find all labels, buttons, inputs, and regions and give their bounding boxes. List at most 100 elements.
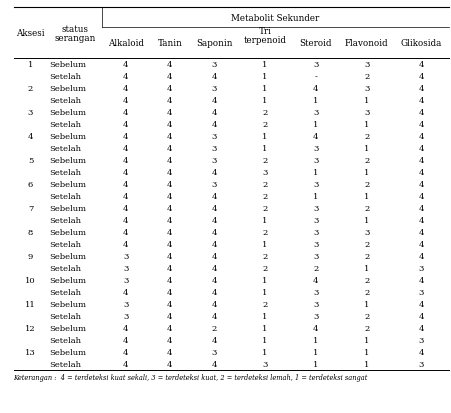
Text: 1: 1	[262, 145, 268, 152]
Text: 7: 7	[28, 204, 33, 212]
Text: 4: 4	[123, 169, 129, 176]
Text: 3: 3	[212, 85, 217, 93]
Text: 4: 4	[123, 145, 129, 152]
Text: 4: 4	[167, 348, 173, 356]
Text: 4: 4	[123, 348, 129, 356]
Text: 4: 4	[212, 240, 217, 248]
Text: 1: 1	[313, 121, 318, 128]
Text: 2: 2	[262, 192, 267, 200]
Text: 4: 4	[167, 145, 173, 152]
Text: 4: 4	[123, 157, 129, 164]
Text: 4: 4	[167, 73, 173, 81]
Text: 1: 1	[262, 240, 268, 248]
Text: 1: 1	[262, 348, 268, 356]
Text: Setelah: Setelah	[50, 121, 82, 128]
Text: 3: 3	[262, 169, 268, 176]
Text: 3: 3	[212, 61, 217, 69]
Text: 4: 4	[419, 109, 424, 116]
Text: 4: 4	[212, 216, 217, 224]
Text: 1: 1	[262, 133, 268, 140]
Text: 3: 3	[313, 157, 318, 164]
Text: Sebelum: Sebelum	[50, 109, 87, 116]
Text: 13: 13	[25, 348, 36, 356]
Text: 4: 4	[419, 324, 424, 332]
Text: 3: 3	[212, 180, 217, 188]
Text: 4: 4	[212, 228, 217, 236]
Text: 4: 4	[419, 145, 424, 152]
Text: Sebelum: Sebelum	[50, 204, 87, 212]
Text: Setelah: Setelah	[50, 360, 82, 368]
Text: 3: 3	[313, 180, 318, 188]
Text: 1: 1	[262, 61, 268, 69]
Text: 2: 2	[262, 228, 267, 236]
Text: 4: 4	[419, 240, 424, 248]
Text: Alkaloid: Alkaloid	[108, 39, 143, 48]
Text: 4: 4	[167, 204, 173, 212]
Text: 4: 4	[123, 240, 129, 248]
Text: 4: 4	[419, 300, 424, 308]
Text: Setelah: Setelah	[50, 216, 82, 224]
Text: 1: 1	[28, 61, 33, 69]
Text: 4: 4	[167, 324, 173, 332]
Text: 4: 4	[212, 109, 217, 116]
Text: 1: 1	[313, 192, 318, 200]
Text: 4: 4	[419, 85, 424, 93]
Text: 4: 4	[419, 192, 424, 200]
Text: 3: 3	[28, 109, 33, 116]
Text: 1: 1	[262, 85, 268, 93]
Text: 2: 2	[262, 264, 267, 272]
Text: Setelah: Setelah	[50, 240, 82, 248]
Text: 4: 4	[123, 85, 129, 93]
Text: 4: 4	[419, 276, 424, 284]
Text: 3: 3	[313, 300, 318, 308]
Text: 4: 4	[167, 85, 173, 93]
Text: 4: 4	[419, 121, 424, 128]
Text: 4: 4	[167, 192, 173, 200]
Text: 4: 4	[167, 360, 173, 368]
Text: 12: 12	[25, 324, 36, 332]
Text: 4: 4	[167, 169, 173, 176]
Text: 1: 1	[364, 360, 369, 368]
Text: 2: 2	[364, 204, 369, 212]
Text: 9: 9	[28, 252, 33, 260]
Text: Saponin: Saponin	[196, 39, 232, 48]
Text: 3: 3	[419, 264, 424, 272]
Text: Setelah: Setelah	[50, 336, 82, 344]
Text: 4: 4	[123, 133, 129, 140]
Text: 2: 2	[262, 180, 267, 188]
Text: 2: 2	[364, 252, 369, 260]
Text: 3: 3	[212, 145, 217, 152]
Text: Sebelum: Sebelum	[50, 228, 87, 236]
Text: 2: 2	[364, 324, 369, 332]
Text: Sebelum: Sebelum	[50, 157, 87, 164]
Text: 3: 3	[313, 288, 318, 296]
Text: Sebelum: Sebelum	[50, 324, 87, 332]
Text: 4: 4	[212, 204, 217, 212]
Text: 4: 4	[212, 192, 217, 200]
Text: 4: 4	[419, 133, 424, 140]
Text: 1: 1	[364, 145, 369, 152]
Text: status: status	[61, 25, 88, 34]
Text: 3: 3	[313, 252, 318, 260]
Text: 3: 3	[313, 228, 318, 236]
Text: 4: 4	[212, 300, 217, 308]
Text: 1: 1	[262, 73, 268, 81]
Text: 1: 1	[364, 216, 369, 224]
Text: 1: 1	[262, 216, 268, 224]
Text: Sebelum: Sebelum	[50, 85, 87, 93]
Text: Sebelum: Sebelum	[50, 300, 87, 308]
Text: 4: 4	[212, 276, 217, 284]
Text: 3: 3	[364, 109, 369, 116]
Text: 2: 2	[364, 73, 369, 81]
Text: Sebelum: Sebelum	[50, 180, 87, 188]
Text: 4: 4	[123, 216, 129, 224]
Text: 2: 2	[28, 85, 33, 93]
Text: 3: 3	[313, 204, 318, 212]
Text: serangan: serangan	[54, 34, 96, 43]
Text: 4: 4	[167, 312, 173, 320]
Text: 1: 1	[313, 97, 318, 104]
Text: 1: 1	[364, 192, 369, 200]
Text: 1: 1	[262, 324, 268, 332]
Text: 4: 4	[212, 312, 217, 320]
Text: 4: 4	[419, 61, 424, 69]
